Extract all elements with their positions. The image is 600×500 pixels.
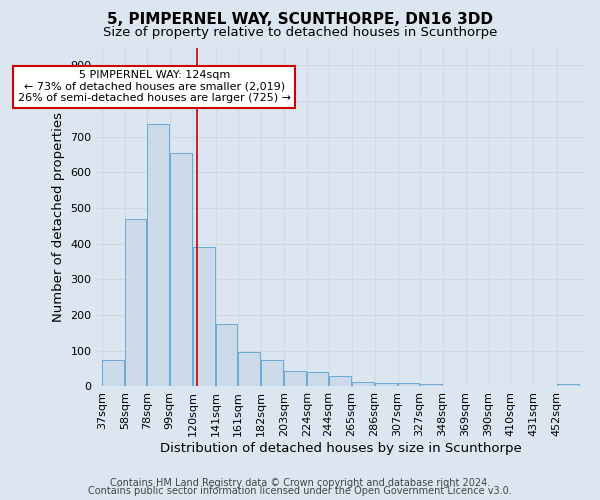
Text: Size of property relative to detached houses in Scunthorpe: Size of property relative to detached ho…	[103, 26, 497, 39]
Bar	[329, 376, 351, 386]
Bar	[307, 372, 328, 386]
Y-axis label: Number of detached properties: Number of detached properties	[52, 112, 65, 322]
Bar	[352, 382, 374, 386]
Bar	[102, 360, 124, 386]
Bar	[398, 383, 419, 386]
Bar	[557, 384, 579, 386]
Text: Contains HM Land Registry data © Crown copyright and database right 2024.: Contains HM Land Registry data © Crown c…	[110, 478, 490, 488]
X-axis label: Distribution of detached houses by size in Scunthorpe: Distribution of detached houses by size …	[160, 442, 521, 455]
Bar	[238, 352, 260, 386]
Bar	[170, 153, 193, 386]
Bar	[261, 360, 283, 386]
Bar	[375, 383, 397, 386]
Bar	[284, 371, 307, 386]
Text: Contains public sector information licensed under the Open Government Licence v3: Contains public sector information licen…	[88, 486, 512, 496]
Text: 5 PIMPERNEL WAY: 124sqm
← 73% of detached houses are smaller (2,019)
26% of semi: 5 PIMPERNEL WAY: 124sqm ← 73% of detache…	[18, 70, 291, 103]
Bar	[420, 384, 442, 386]
Bar	[147, 124, 169, 386]
Bar	[193, 248, 215, 386]
Text: 5, PIMPERNEL WAY, SCUNTHORPE, DN16 3DD: 5, PIMPERNEL WAY, SCUNTHORPE, DN16 3DD	[107, 12, 493, 28]
Bar	[125, 219, 146, 386]
Bar	[216, 324, 237, 386]
